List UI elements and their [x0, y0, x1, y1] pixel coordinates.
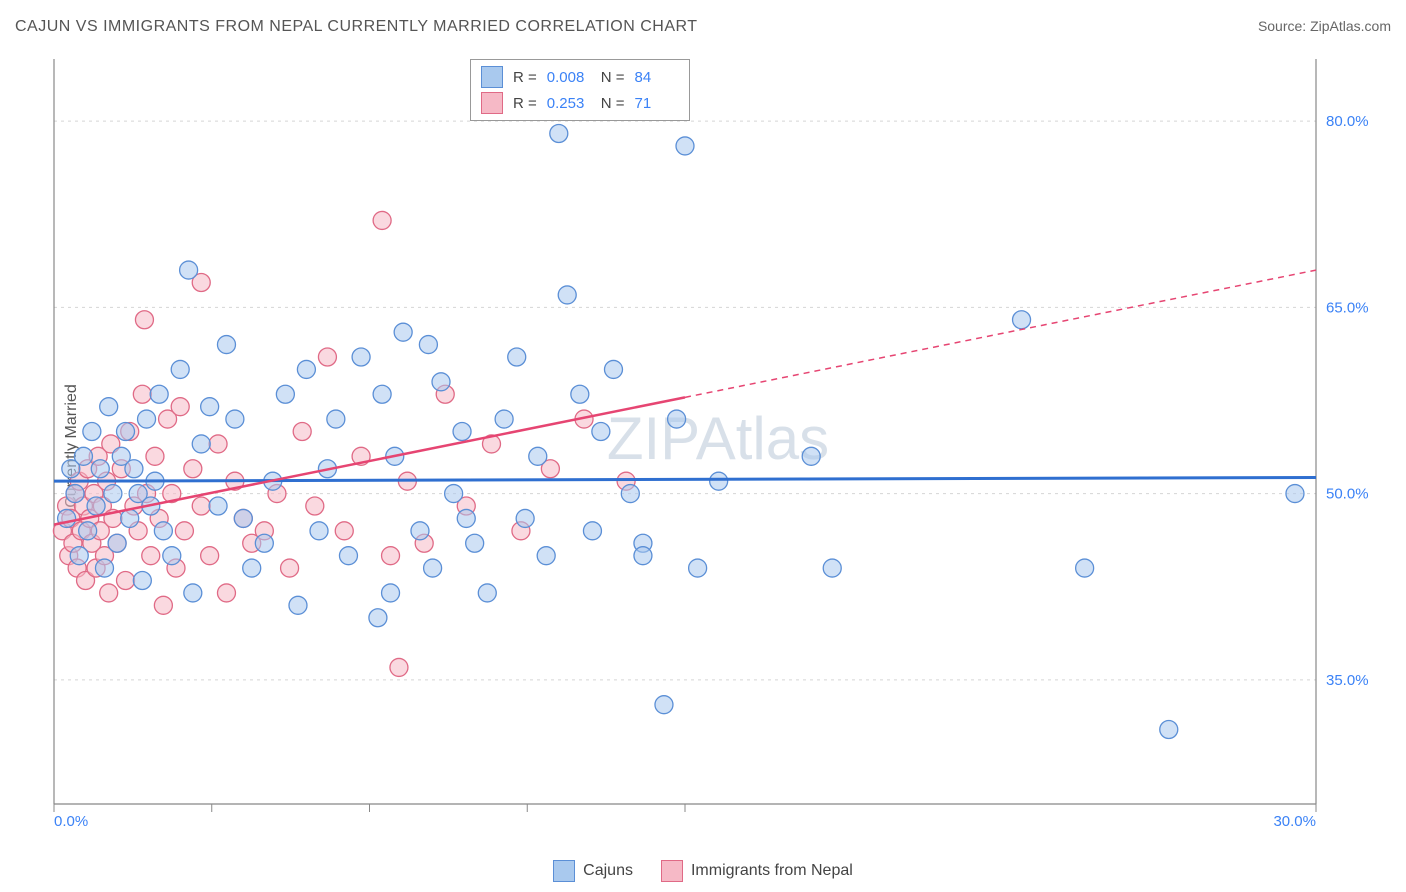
chart-source: Source: ZipAtlas.com [1258, 18, 1391, 34]
legend-row-cajuns: R = 0.008 N = 84 [477, 64, 683, 90]
legend-n-value-nepal: 71 [635, 95, 679, 112]
scatter-plot-svg: ZIPAtlas 35.0% 50.0% 65.0% 80.0% 0.0% 30.0% [50, 55, 1386, 832]
correlation-legend: R = 0.008 N = 84 R = 0.253 N = 71 [470, 59, 690, 121]
svg-text:0.0%: 0.0% [54, 813, 88, 830]
svg-text:ZIPAtlas: ZIPAtlas [607, 405, 829, 472]
series-legend: Cajuns Immigrants from Nepal [0, 860, 1406, 882]
chart-plot-area: ZIPAtlas 35.0% 50.0% 65.0% 80.0% 0.0% 30.0% R … [50, 55, 1386, 832]
legend-swatch-nepal [481, 92, 503, 114]
svg-text:35.0%: 35.0% [1326, 672, 1369, 689]
chart-title: CAJUN VS IMMIGRANTS FROM NEPAL CURRENTLY… [15, 18, 698, 35]
legend-n-value-cajuns: 84 [635, 69, 679, 86]
source-label: Source: [1258, 18, 1310, 34]
legend-n-label: N = [601, 95, 625, 112]
chart-header: CAJUN VS IMMIGRANTS FROM NEPAL CURRENTLY… [15, 18, 1391, 36]
legend-item-cajuns: Cajuns [553, 860, 633, 882]
source-value: ZipAtlas.com [1310, 18, 1391, 34]
svg-text:30.0%: 30.0% [1273, 813, 1316, 830]
svg-text:80.0%: 80.0% [1326, 113, 1369, 130]
legend-r-value-cajuns: 0.008 [547, 69, 591, 86]
legend-swatch-icon [553, 860, 575, 882]
legend-n-label: N = [601, 69, 625, 86]
legend-r-label: R = [513, 95, 537, 112]
legend-label-nepal: Immigrants from Nepal [691, 862, 853, 880]
legend-swatch-cajuns [481, 66, 503, 88]
svg-text:65.0%: 65.0% [1326, 299, 1369, 316]
legend-label-cajuns: Cajuns [583, 862, 633, 880]
legend-r-label: R = [513, 69, 537, 86]
svg-text:50.0%: 50.0% [1326, 486, 1369, 503]
legend-row-nepal: R = 0.253 N = 71 [477, 90, 683, 116]
legend-r-value-nepal: 0.253 [547, 95, 591, 112]
legend-item-nepal: Immigrants from Nepal [661, 860, 853, 882]
legend-swatch-icon [661, 860, 683, 882]
